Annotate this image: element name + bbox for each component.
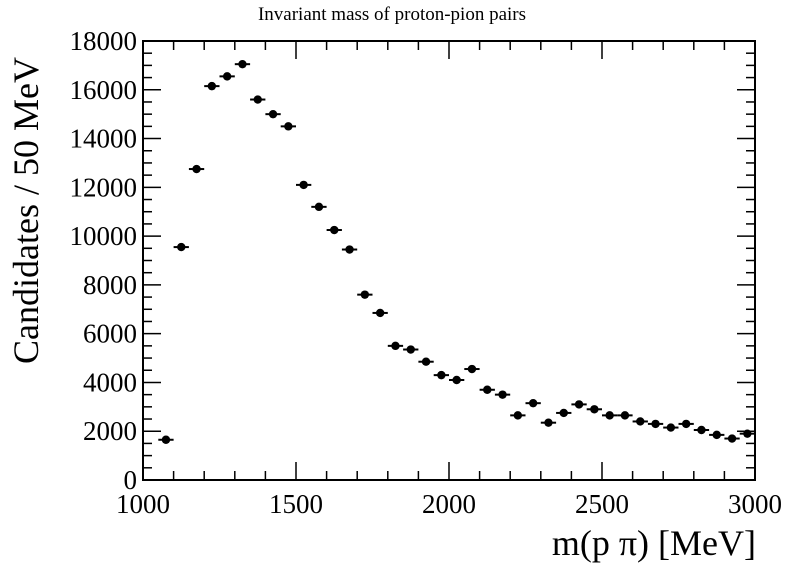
data-point [681, 419, 691, 429]
data-point [712, 430, 721, 440]
data-point [574, 400, 584, 409]
x-tick-label: 3000 [728, 489, 782, 519]
y-tick-label: 18000 [70, 26, 138, 56]
data-point [284, 122, 293, 131]
data-point [222, 72, 232, 81]
y-axis-ticks [143, 40, 755, 481]
y-tick-label: 0 [124, 465, 138, 495]
data-point [207, 81, 217, 91]
data-point [299, 180, 308, 190]
y-tick-label: 14000 [70, 124, 138, 154]
x-axis-title: m(p π) [MeV] [552, 523, 756, 563]
data-point [161, 435, 171, 444]
data-point [513, 411, 523, 420]
x-tick-label: 1000 [116, 489, 170, 519]
y-tick-label: 4000 [83, 367, 137, 397]
data-point [727, 434, 737, 443]
data-point [268, 109, 278, 119]
data-point [421, 357, 431, 366]
y-tick-label: 2000 [83, 416, 137, 446]
data-point [498, 390, 507, 399]
data-point [636, 417, 645, 426]
data-point [666, 423, 676, 432]
plot-frame [142, 40, 756, 481]
data-point [375, 308, 385, 318]
x-axis-ticks [142, 41, 756, 480]
data-point [192, 164, 201, 174]
data-point [528, 398, 538, 408]
x-tick-label: 2500 [575, 489, 629, 519]
data-point [360, 290, 370, 299]
data-point [452, 375, 461, 385]
data-point [590, 405, 599, 414]
x-axis-tick-labels: 1000 1500 2000 2500 3000 [116, 489, 782, 519]
data-point [437, 370, 446, 380]
data-point [238, 59, 247, 69]
data-point [345, 245, 354, 254]
chart-title: Invariant mass of proton-pion pairs [258, 4, 526, 25]
data-points [158, 59, 755, 444]
x-tick-label: 2000 [422, 489, 476, 519]
data-point [467, 364, 477, 374]
y-axis-tick-labels: 0 2000 4000 6000 8000 10000 12000 14000 16000 180… [70, 26, 138, 495]
data-point [314, 202, 324, 212]
data-point [483, 385, 492, 394]
data-point [177, 242, 186, 252]
y-tick-label: 6000 [83, 319, 137, 349]
x-tick-label: 1500 [269, 489, 323, 519]
data-point [605, 411, 614, 420]
data-point [391, 341, 400, 351]
data-point [620, 411, 630, 420]
data-point [406, 345, 415, 354]
data-point [651, 419, 660, 429]
y-tick-label: 12000 [70, 172, 138, 202]
y-axis-title: Candidates / 50 MeV [6, 57, 46, 364]
y-tick-label: 8000 [83, 270, 137, 300]
data-point [544, 418, 553, 427]
y-tick-label: 10000 [70, 221, 138, 251]
data-point [330, 225, 339, 235]
y-tick-label: 16000 [70, 75, 138, 105]
data-point [559, 408, 568, 418]
data-point [253, 95, 262, 104]
data-point [743, 429, 752, 438]
data-point [697, 425, 706, 435]
